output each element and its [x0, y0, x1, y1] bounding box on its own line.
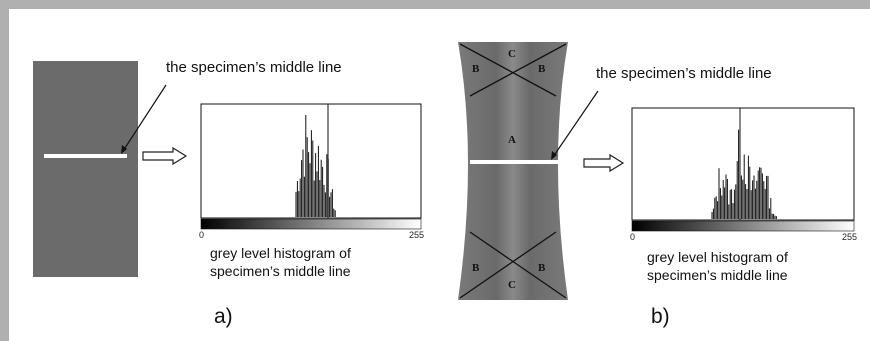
- frame-top-border: [0, 0, 870, 9]
- leader-arrowhead-a: [121, 145, 127, 154]
- grey-scale-bar-b: [631, 220, 855, 232]
- specimen-b: [458, 42, 568, 300]
- axis-max-b: 255: [842, 232, 858, 242]
- histogram-caption-b-line1: grey level histogram of: [647, 249, 788, 265]
- histogram-bars-a: [295, 115, 336, 217]
- panel-label-a: a): [214, 305, 233, 328]
- leader-arrowhead-b: [551, 151, 557, 160]
- middle-line-label-a: the specimen’s middle line: [166, 59, 342, 76]
- x-mark-top-1: [459, 43, 557, 97]
- frame-left-border: [0, 0, 9, 341]
- leader-line-b: [552, 90, 599, 158]
- histogram-caption-a-line1: grey level histogram of: [210, 245, 351, 261]
- region-label-a-center: A: [508, 134, 516, 146]
- histogram-caption-a-line2: specimen’s middle line: [210, 263, 351, 279]
- x-mark-top-2: [469, 43, 567, 97]
- middle-line-label-b: the specimen’s middle line: [596, 65, 772, 82]
- hollow-arrow-a: [142, 146, 188, 166]
- leader-line-a: [122, 84, 167, 152]
- panel-label-b: b): [651, 305, 670, 328]
- histogram-caption-b-line2: specimen’s middle line: [647, 267, 788, 283]
- histogram-bars-b: [711, 129, 777, 219]
- grey-scale-bar-a: [200, 218, 422, 230]
- hollow-arrow-b: [583, 153, 625, 173]
- axis-min-b: 0: [630, 232, 636, 242]
- region-label-b-top-right: B: [538, 63, 546, 75]
- region-label-b-bottom-right: B: [538, 262, 546, 274]
- region-label-b-bottom-left: B: [472, 262, 480, 274]
- axis-min-a: 0: [199, 230, 205, 240]
- x-mark-bottom-2: [459, 231, 557, 299]
- specimen-a: [33, 61, 138, 277]
- region-label-c-bottom: C: [508, 279, 516, 291]
- axis-max-a: 255: [409, 230, 425, 240]
- x-mark-bottom-1: [469, 231, 567, 299]
- region-label-b-top-left: B: [472, 63, 480, 75]
- region-label-c-top: C: [508, 48, 516, 60]
